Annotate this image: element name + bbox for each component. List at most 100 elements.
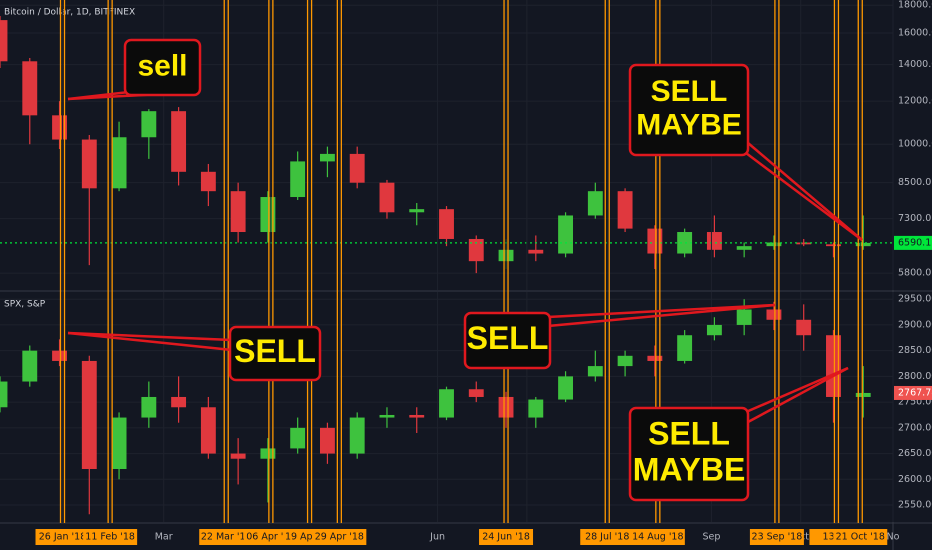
callout-text: SELL [467,320,549,356]
callout-text: sell [137,49,187,82]
x-tick-label: 26 Jan '18 [39,532,86,543]
candle-body [468,389,484,397]
candle-body [81,139,97,189]
candle-body [587,191,603,216]
callout-box [628,406,750,502]
candle-body [0,20,8,62]
y-tick-label: 2800.00 [898,371,932,382]
candle-body [290,427,306,449]
x-tick-label: 06 Apr '18 [246,532,295,543]
candle-body [498,396,514,418]
candle-body [855,242,871,247]
candle-body [796,242,812,245]
candle-body [200,171,216,192]
y-tick-label: 7300.0 [898,213,931,224]
x-tick-highlight [35,529,90,545]
x-tick-highlight [312,529,367,545]
candle-body [200,407,216,454]
x-tick-highlight [83,529,138,545]
candle-body [0,381,8,408]
x-tick-label: 21 Oct '18 [836,532,885,543]
candle-body [409,414,425,418]
last-price-label: 6590.1 [898,237,931,248]
candle-body [260,197,276,233]
candle-body [379,414,395,418]
candle-body [409,209,425,213]
candle-body [439,389,454,418]
last-price-tag [894,385,932,400]
candle-body [706,324,722,336]
y-tick-label: 14000.0 [898,59,932,70]
x-tick-label: Sep [702,532,720,543]
pane-title: SPX, S&P [4,300,46,310]
candle-body [171,111,187,172]
candle-body [528,399,544,418]
y-tick-label: 2950.00 [898,294,932,305]
candle-body [468,238,484,262]
callout-box [463,311,552,370]
candle-body [617,191,633,229]
candle-body [677,335,693,361]
callout-box [123,38,202,97]
y-tick-label: 8500.0 [898,177,931,188]
y-tick-label: 2550.00 [898,500,932,511]
candle-body [736,246,752,250]
candle-body [587,366,603,377]
y-tick-label: 16000.0 [898,28,932,39]
callout-pointer [741,149,863,241]
x-tick-label: No [887,532,900,543]
callout-box [228,325,322,382]
callout-box [628,63,750,157]
y-tick-label: 2600.00 [898,474,932,485]
candle-body [260,448,276,459]
x-tick-label: 14 Aug '18 [632,532,683,543]
candle-body [290,161,306,198]
candle-body [230,191,246,233]
x-tick-label: 28 Jul '18 [585,532,629,543]
candle-body [81,360,97,470]
candle-body [617,355,633,367]
callout-pointer [747,366,849,424]
x-tick-highlight [580,529,635,545]
y-tick-label: 10000.0 [898,139,932,150]
y-tick-label: 2700.00 [898,422,932,433]
y-tick-label: 2650.00 [898,448,932,459]
candle-body [171,396,187,408]
callout-pointer [67,331,233,352]
x-tick-highlight [833,529,888,545]
candle-body [439,209,454,239]
candle-body [349,153,365,183]
callout-text: MAYBE [633,451,746,487]
callout-pointer [547,303,776,328]
candle-body [141,396,157,418]
x-tick-label: Mar [155,532,173,543]
candle-body [855,392,871,397]
candle-body [111,417,127,470]
x-tick-label: 22 Mar '18 [201,532,252,543]
y-tick-label: 12000.0 [898,96,932,107]
x-tick-label: Jun [429,532,445,543]
x-tick-label: 29 Apr '18 [315,532,364,543]
y-tick-label: 5800.0 [898,268,931,279]
candle-body [22,350,38,382]
candle-body [826,244,841,247]
callout-pointer [745,366,849,414]
candle-body [528,249,544,254]
callout-pointer [67,331,233,342]
last-price-tag [894,235,932,250]
x-tick-label: 11 Feb '18 [85,532,135,543]
x-tick-highlight [199,529,254,545]
candle-body [111,137,127,189]
x-tick-highlight [630,529,685,545]
candle-body [558,376,574,400]
last-price-label: 2767.78 [898,387,932,398]
callout-text: SELL [648,416,730,452]
x-tick-label: 19 Apr '18 [285,532,334,543]
candle-body [558,215,574,254]
candle-body [319,153,335,162]
candle-body [141,111,157,138]
candle-body [796,319,812,336]
candle-body [230,453,246,459]
x-tick-label: 24 Jun '18 [482,532,530,543]
pane-title: Bitcoin / Dollar, 1D, BITFINEX [4,8,135,18]
